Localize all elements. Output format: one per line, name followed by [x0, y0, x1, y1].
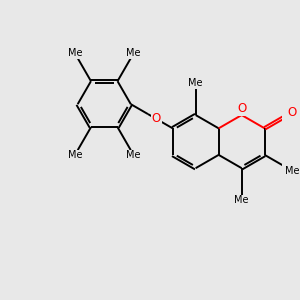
Text: Me: Me — [234, 195, 249, 205]
Text: O: O — [152, 112, 161, 125]
Text: O: O — [237, 102, 246, 116]
Text: Me: Me — [68, 48, 82, 58]
Text: O: O — [287, 106, 297, 119]
Text: Me: Me — [126, 150, 141, 160]
Text: Me: Me — [68, 150, 82, 160]
Text: Me: Me — [126, 48, 141, 58]
Text: Me: Me — [188, 78, 203, 88]
Text: Me: Me — [285, 166, 300, 176]
